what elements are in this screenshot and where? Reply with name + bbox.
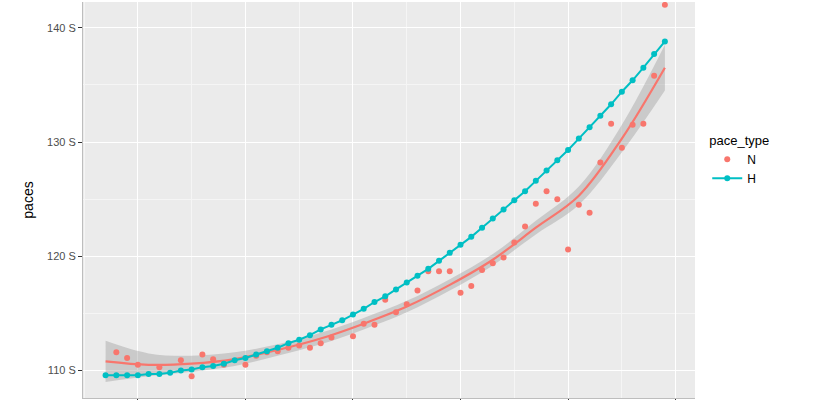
svg-text:pace_type: pace_type: [709, 133, 769, 148]
svg-text:H: H: [747, 172, 756, 186]
svg-text:140 S: 140 S: [47, 22, 76, 34]
svg-text:paces: paces: [20, 181, 36, 218]
svg-text:120 S: 120 S: [47, 250, 76, 262]
svg-text:130 S: 130 S: [47, 136, 76, 148]
svg-text:110 S: 110 S: [48, 364, 76, 376]
svg-text:N: N: [747, 153, 756, 167]
